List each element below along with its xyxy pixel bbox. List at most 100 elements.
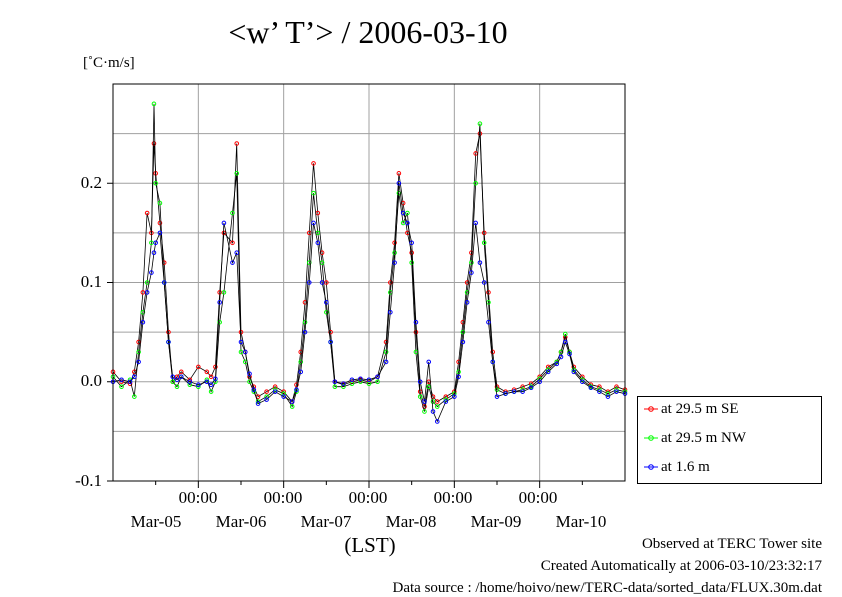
data-point — [477, 260, 483, 265]
data-point — [264, 394, 269, 399]
data-point — [562, 339, 568, 345]
legend-marker-icon — [644, 435, 658, 441]
data-point — [392, 250, 397, 256]
data-point — [234, 250, 240, 256]
data-point — [405, 220, 410, 226]
data-point — [571, 369, 577, 375]
data-point — [341, 384, 346, 390]
data-point — [144, 290, 150, 295]
data-point — [375, 374, 380, 380]
data-point — [580, 379, 585, 385]
data-point — [294, 387, 299, 392]
data-point — [481, 280, 487, 285]
data-point — [187, 382, 193, 388]
x-tick-date-label: Mar-05 — [130, 512, 182, 531]
data-point — [298, 359, 304, 365]
legend-item-29-5m-se: at 29.5 m SE — [638, 401, 821, 419]
data-point — [208, 389, 214, 394]
data-point — [417, 379, 423, 385]
data-point — [298, 369, 304, 375]
chart-title: <w’ T’> / 2006-03-10 — [228, 14, 508, 50]
data-point — [469, 260, 474, 265]
data-point — [319, 280, 325, 285]
data-point — [426, 359, 432, 365]
data-point — [358, 379, 363, 385]
data-point — [392, 240, 397, 246]
x-tick-time-label: 00:00 — [518, 488, 558, 507]
data-point — [324, 300, 329, 305]
data-point — [375, 379, 380, 385]
data-point — [234, 171, 240, 176]
data-point — [161, 280, 167, 285]
data-point — [430, 409, 436, 414]
data-point — [178, 374, 184, 380]
footer-created-note: Created Automatically at 2006-03-10/23:3… — [540, 558, 822, 574]
data-point — [221, 290, 227, 295]
data-point — [490, 349, 496, 355]
data-point — [597, 384, 602, 390]
x-tick-date-label: Mar-07 — [300, 512, 352, 531]
data-point — [196, 364, 201, 370]
data-point — [149, 270, 154, 275]
data-point — [388, 309, 393, 315]
y-tick-label: 0.1 — [80, 272, 102, 291]
data-point — [196, 382, 201, 388]
data-point — [413, 329, 419, 335]
data-point — [157, 230, 163, 236]
data-point — [264, 397, 269, 402]
x-tick-time-label: 00:00 — [433, 488, 473, 507]
data-point — [520, 384, 525, 390]
data-point — [537, 379, 542, 385]
footer-site-note: Observed at TERC Tower site — [641, 536, 822, 552]
data-point — [413, 319, 419, 325]
data-point — [136, 359, 141, 365]
x-axis-label: (LST) — [344, 533, 396, 557]
data-point — [605, 394, 611, 399]
data-point — [174, 384, 180, 390]
data-point — [486, 290, 491, 295]
legend-item-1-6m: at 1.6 m — [638, 459, 821, 477]
data-point — [213, 376, 218, 382]
data-point — [580, 374, 585, 380]
data-point — [486, 319, 491, 325]
data-point — [503, 391, 508, 396]
data-point — [247, 371, 252, 377]
footer-data-source: Data source : /home/hoivo/new/TERC-data/… — [392, 580, 823, 596]
legend-label: at 29.5 m SE — [661, 401, 739, 417]
data-point — [217, 300, 222, 305]
data-point — [302, 319, 308, 325]
data-point — [230, 260, 235, 265]
data-point — [289, 399, 295, 404]
data-point — [473, 180, 478, 186]
data-point — [281, 394, 286, 399]
data-point — [140, 290, 146, 295]
data-point — [545, 364, 551, 370]
data-point — [392, 260, 397, 265]
data-point — [242, 349, 248, 355]
data-point — [272, 384, 278, 390]
data-point — [396, 171, 402, 176]
data-point — [383, 359, 389, 365]
data-point — [251, 387, 257, 392]
data-point — [157, 200, 163, 206]
y-tick-label: -0.1 — [75, 471, 102, 490]
data-point — [396, 180, 402, 186]
data-point — [230, 210, 235, 216]
data-point — [166, 329, 171, 335]
data-point — [588, 385, 594, 391]
y-axis-unit-label: [˚C·m/s] — [83, 55, 135, 71]
data-point — [464, 300, 470, 305]
legend-marker-icon — [644, 406, 658, 412]
data-point — [383, 349, 389, 355]
data-point — [554, 361, 560, 367]
data-point — [528, 385, 534, 391]
data-point — [311, 161, 316, 166]
data-point — [136, 349, 141, 355]
data-point — [294, 382, 299, 388]
legend: at 29.5 m SE at 29.5 m NW at 1.6 m — [637, 396, 822, 484]
data-point — [614, 389, 619, 394]
data-point — [460, 339, 466, 345]
data-point — [430, 399, 436, 404]
data-point — [341, 381, 346, 387]
data-point — [469, 270, 474, 275]
